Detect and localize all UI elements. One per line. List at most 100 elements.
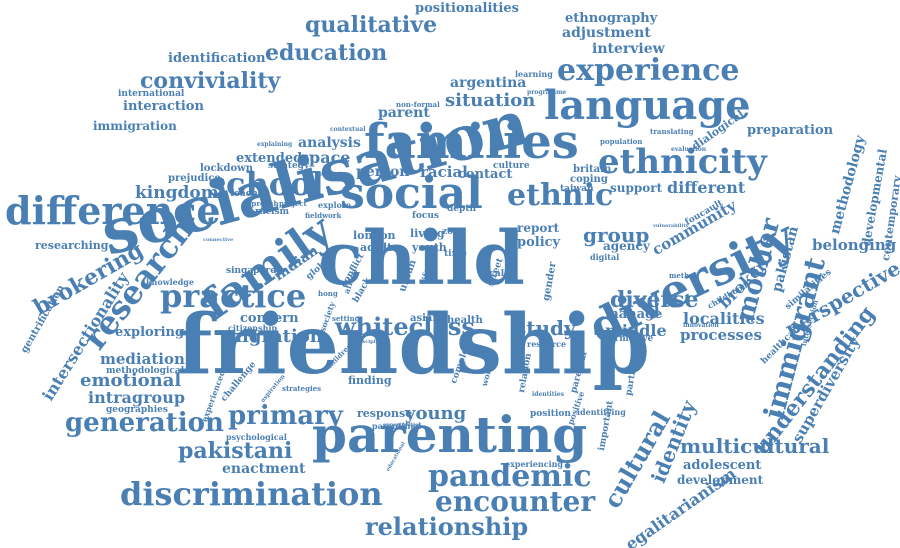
word-concern: concern bbox=[240, 311, 299, 326]
word-approach: approach bbox=[242, 199, 279, 208]
word-mediation: mediation bbox=[100, 350, 185, 368]
word-space: space bbox=[300, 148, 351, 167]
word-explore: explore bbox=[318, 200, 352, 210]
word-explaining: explaining bbox=[257, 141, 293, 148]
word-local: local bbox=[480, 269, 505, 279]
word-multicultural: multicultural bbox=[680, 434, 830, 458]
word-racism: racism bbox=[255, 207, 290, 217]
word-development: development bbox=[677, 473, 764, 487]
word-education: education bbox=[265, 40, 388, 66]
word-difference: difference bbox=[5, 188, 221, 233]
word-rearing: rearing bbox=[316, 171, 341, 178]
word-fieldwork: fieldwork bbox=[305, 211, 342, 220]
word-ethnicity: ethnicity bbox=[598, 142, 767, 182]
word-argentina: argentina bbox=[450, 75, 527, 91]
word-policy: policy bbox=[517, 235, 561, 250]
word-racial: racial bbox=[420, 163, 468, 181]
word-opportunities: opportunities bbox=[383, 422, 421, 428]
word-youth: youth bbox=[412, 241, 447, 254]
word-group: group bbox=[583, 223, 650, 247]
word-prejudice: prejudice bbox=[168, 173, 221, 184]
word-relationship: relationship bbox=[365, 512, 529, 541]
word-interaction: interaction bbox=[123, 99, 204, 114]
word-friendship: friendship bbox=[177, 297, 651, 393]
word-researching: researching bbox=[35, 239, 109, 252]
word-london: london bbox=[353, 229, 396, 242]
word-contact: contact bbox=[458, 167, 513, 182]
word-positionalities: positionalities bbox=[415, 1, 519, 16]
word-identifying: identifying bbox=[577, 407, 626, 417]
word-primary: primary bbox=[228, 401, 343, 431]
word-method: method bbox=[669, 271, 699, 280]
word-adult: adult bbox=[360, 241, 393, 254]
word-whiteclass: whiteclass bbox=[335, 312, 475, 341]
word-parentified: parentified bbox=[372, 421, 422, 431]
word-support: support bbox=[610, 181, 663, 195]
word-analysis: analysis bbox=[298, 135, 361, 151]
word-person: person bbox=[356, 164, 410, 180]
word-conviviality: conviviality bbox=[140, 68, 281, 94]
word-asian: asian bbox=[410, 313, 440, 324]
word-translating: translating bbox=[650, 127, 694, 136]
word-evaluation: evaluation bbox=[671, 146, 707, 153]
word-depth: depth bbox=[447, 204, 477, 214]
word-child: child bbox=[318, 216, 525, 302]
word-enactment: enactment bbox=[222, 461, 306, 477]
word-connective: connective bbox=[203, 237, 234, 243]
word-contextual: contextual bbox=[330, 126, 366, 133]
word-setting: setting bbox=[332, 314, 360, 323]
word-preparation: preparation bbox=[747, 123, 834, 138]
word-response: response bbox=[357, 407, 413, 420]
word-britain: britain bbox=[573, 164, 612, 175]
word-study: study bbox=[515, 316, 576, 340]
word-experiencing: experiencing bbox=[505, 459, 564, 469]
word-programme: programme bbox=[527, 89, 567, 96]
word-migration: migration bbox=[223, 326, 323, 347]
word-report: report bbox=[517, 221, 560, 235]
word-strategies: strategies bbox=[282, 384, 322, 393]
word-language: language bbox=[544, 82, 751, 129]
word-vulnerability: vulnerability bbox=[653, 223, 689, 229]
word-different: different bbox=[667, 178, 746, 197]
word-discipline: discipline bbox=[357, 339, 385, 345]
word-agency: agency bbox=[603, 239, 650, 253]
word-digital: digital bbox=[590, 252, 620, 262]
word-qualitative: qualitative bbox=[305, 12, 438, 38]
word-immigration: immigration bbox=[93, 119, 177, 133]
word-pakistani: pakistani bbox=[178, 438, 293, 464]
word-ethnic: ethnic bbox=[507, 178, 614, 213]
word-processes: processes bbox=[680, 326, 762, 344]
word-resource: resource bbox=[527, 339, 567, 349]
word-non-formal: non-formal bbox=[396, 100, 440, 109]
word-methodological: methodological bbox=[106, 366, 185, 376]
word-extended: extended bbox=[236, 151, 303, 166]
word-learning: learning bbox=[515, 69, 553, 79]
word-school: school bbox=[208, 165, 324, 203]
word-localities: localities bbox=[683, 309, 765, 328]
word-taiwan: taiwan bbox=[560, 184, 594, 194]
word-culture: culture bbox=[493, 161, 530, 171]
word-social: social bbox=[340, 168, 483, 219]
word-teacher: teacher bbox=[230, 189, 269, 199]
word-generation: generation bbox=[65, 408, 224, 438]
word-time: time bbox=[444, 249, 467, 259]
word-knowledge: knowledge bbox=[146, 277, 194, 287]
word-strategy: strategy bbox=[268, 161, 310, 171]
word-zone: zone bbox=[442, 227, 466, 237]
word-identification: identification bbox=[168, 51, 266, 66]
word-middle: middle bbox=[605, 321, 667, 340]
word-geographies: geographies bbox=[106, 405, 168, 415]
word-emotional: emotional bbox=[80, 370, 182, 391]
word-parenting: parenting bbox=[312, 405, 588, 464]
word-project: project bbox=[279, 199, 307, 208]
word-kingdom: kingdom bbox=[135, 183, 219, 203]
word-methodology: methodology bbox=[827, 133, 869, 236]
word-hong: hong bbox=[318, 289, 338, 298]
word-exploring: exploring bbox=[115, 325, 185, 340]
word-practice: practice bbox=[160, 277, 307, 315]
word-intragroup: intragroup bbox=[88, 388, 186, 407]
word-focus: focus bbox=[412, 211, 439, 221]
word-citizenship: citizenship bbox=[228, 323, 278, 333]
word-population: population bbox=[600, 137, 643, 146]
